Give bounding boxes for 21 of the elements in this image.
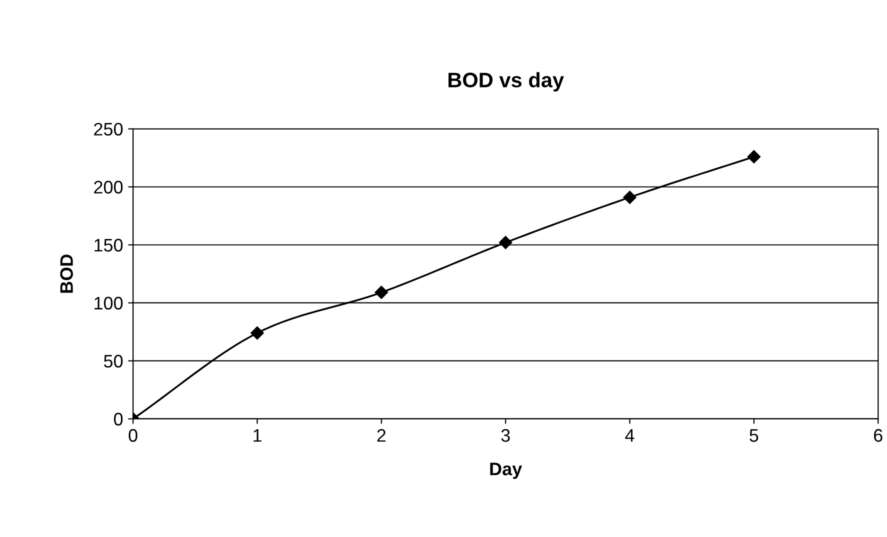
x-tick-label: 0 (128, 429, 138, 442)
point (623, 190, 636, 204)
y-axis-title: BOD (60, 254, 73, 293)
y-tick-label: 200 (94, 180, 123, 194)
point (499, 236, 512, 250)
x-tick-label: 2 (377, 429, 386, 442)
x-tick-label: 1 (254, 429, 262, 442)
x-tick-label: 5 (750, 429, 758, 442)
x-axis-title: Day (490, 462, 522, 479)
x-tick-label: 6 (874, 429, 882, 442)
y-tick-label: 150 (94, 238, 123, 252)
y-tick-label: 0 (114, 412, 123, 426)
x-tick-label: 4 (625, 429, 634, 442)
point (747, 150, 761, 164)
y-tick-label: 250 (94, 122, 123, 136)
y-tick-label: 100 (94, 296, 123, 310)
chart-title: BOD vs day (448, 72, 564, 92)
point (250, 326, 264, 340)
y-tick-label: 50 (104, 354, 123, 368)
point (374, 286, 388, 300)
x-tick-label: 3 (501, 429, 510, 442)
